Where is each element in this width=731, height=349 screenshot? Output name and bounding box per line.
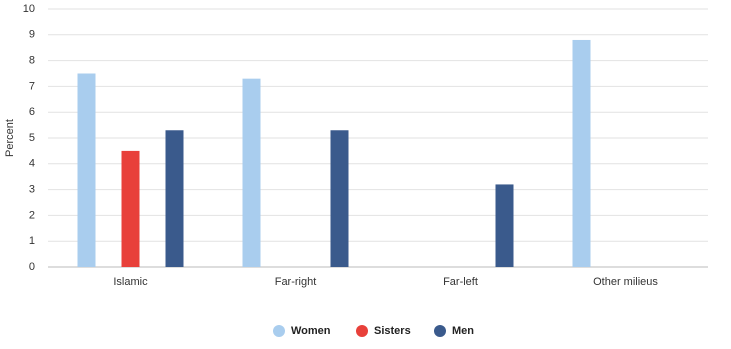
bar — [495, 184, 514, 267]
bar — [77, 73, 96, 267]
x-tick-label: Islamic — [113, 276, 148, 288]
legend-label: Women — [291, 325, 331, 337]
y-tick-label: 6 — [29, 106, 35, 118]
y-tick-label: 4 — [29, 158, 35, 170]
legend-marker — [273, 325, 285, 337]
y-tick-label: 2 — [29, 209, 35, 221]
bar — [242, 78, 261, 267]
y-tick-label: 7 — [29, 80, 35, 92]
bar — [121, 150, 140, 267]
x-tick-label: Other milieus — [593, 276, 658, 288]
x-tick-label: Far-left — [443, 276, 478, 288]
legend-marker — [356, 325, 368, 337]
y-tick-label: 10 — [23, 3, 35, 15]
y-tick-label: 0 — [29, 261, 35, 273]
y-tick-label: 8 — [29, 55, 35, 67]
bar — [165, 130, 184, 267]
y-tick-label: 3 — [29, 184, 35, 196]
y-tick-label: 5 — [29, 132, 35, 144]
bar — [330, 130, 349, 267]
y-axis-label: Percent — [4, 119, 16, 157]
bar — [572, 39, 591, 268]
y-tick-label: 1 — [29, 235, 35, 247]
legend-label: Sisters — [374, 325, 411, 337]
legend-label: Men — [452, 325, 474, 337]
x-tick-label: Far-right — [275, 276, 317, 288]
y-tick-label: 9 — [29, 29, 35, 41]
legend-marker — [434, 325, 446, 337]
